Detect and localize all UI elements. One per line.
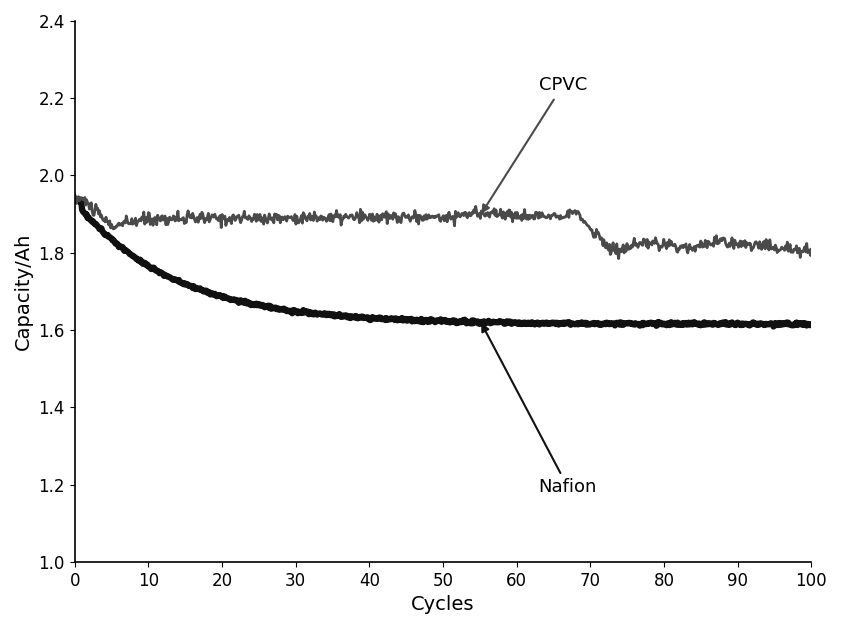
Text: CPVC: CPVC <box>483 77 587 212</box>
Y-axis label: Capacity/Ah: Capacity/Ah <box>14 232 33 350</box>
X-axis label: Cycles: Cycles <box>411 595 474 614</box>
Text: Nafion: Nafion <box>482 325 597 496</box>
